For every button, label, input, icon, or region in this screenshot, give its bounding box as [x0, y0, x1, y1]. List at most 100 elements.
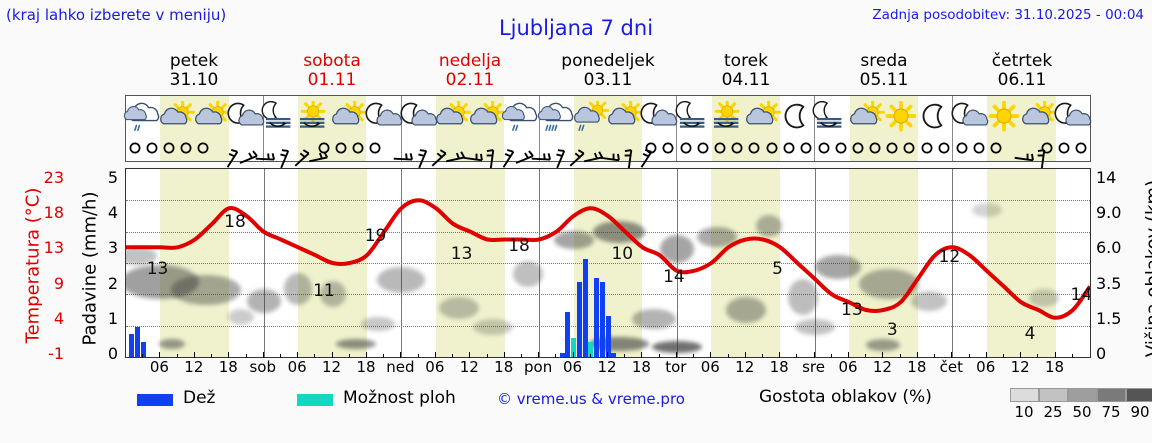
cloud-density-blob — [158, 339, 185, 349]
moon-fog-icon — [812, 97, 849, 137]
time-tick-mark-4 — [297, 352, 299, 358]
day-name: sobota — [303, 51, 361, 71]
sun-icon — [884, 97, 918, 137]
time-tick-mark-16 — [710, 352, 712, 358]
wind-calm-icon — [780, 137, 797, 159]
time-tick-label-11: pon — [524, 358, 553, 376]
day-date: 31.10 — [169, 70, 219, 90]
time-tick-minor — [314, 354, 316, 358]
sun-fog-icon — [298, 97, 332, 137]
time-tick-minor — [348, 354, 350, 358]
time-tick-label-1: 12 — [184, 358, 204, 376]
time-tick-mark-20 — [848, 352, 849, 358]
weather-icon-row — [400, 97, 539, 137]
day-icon-column-3 — [537, 96, 678, 169]
moon-cloud-icon — [365, 97, 402, 137]
wind-barb-row — [540, 137, 677, 169]
time-tick-mark-12 — [572, 352, 574, 358]
weather-icon-row — [675, 97, 814, 137]
time-tick-label-5: 12 — [322, 358, 342, 376]
time-tick-mark-25 — [1020, 352, 1022, 358]
time-tick-mark-17 — [744, 352, 746, 358]
cloud-density-value-4: 90 — [1130, 403, 1150, 421]
moon-fog-icon — [261, 97, 298, 137]
temperature-curve — [126, 198, 1090, 320]
cloud-density-blob — [866, 339, 901, 351]
day-separator-5 — [814, 169, 816, 357]
moon-cloud-icon — [951, 97, 989, 137]
wind-calm-icon — [695, 137, 712, 159]
weather-icon-row — [537, 97, 678, 137]
wind-calm-icon — [884, 137, 901, 159]
wind-barb-icon — [608, 137, 632, 169]
cloud-density-value-2: 50 — [1072, 403, 1092, 421]
time-tick-mark-6 — [366, 352, 367, 358]
wind-barb-icon — [1022, 137, 1046, 169]
sun-cloud-icon — [470, 97, 506, 137]
cloud-density-swatch-2 — [1068, 388, 1097, 402]
precipitation-bar-rain — [134, 326, 140, 357]
time-tick-label-18: 18 — [769, 358, 789, 376]
rain-swatch — [137, 394, 173, 406]
time-tick-label-22: 18 — [907, 358, 927, 376]
day-icon-column-5 — [812, 96, 954, 161]
day-icon-column-1 — [261, 96, 414, 169]
wind-calm-icon — [953, 137, 970, 159]
time-tick-label-2: 18 — [218, 358, 238, 376]
temperature-tick-2: 13 — [43, 238, 64, 258]
wind-calm-icon — [712, 137, 729, 159]
wind-calm-icon — [160, 137, 177, 159]
day-header-row: petek 31.10 sobota 01.11 nedelja 02.11 ponedel… — [125, 52, 1091, 92]
wind-calm-icon — [1039, 137, 1056, 159]
time-tick-label-8: 06 — [425, 358, 445, 376]
copyright-link[interactable]: © vreme.us & vreme.pro — [497, 390, 685, 408]
day-name: torek — [724, 51, 768, 71]
time-tick-minor — [1002, 354, 1004, 358]
wind-calm-icon — [642, 137, 659, 159]
cloud-density-blob — [126, 247, 158, 265]
temperature-axis-ticks: 23 18 13 9 4 -1 — [24, 168, 64, 363]
wind-barb-icon — [591, 137, 621, 162]
wind-barb-icon — [298, 137, 328, 163]
precipitation-bar-rain — [611, 353, 617, 357]
precipitation-tick-2: 3 — [107, 238, 118, 258]
cloud-height-tick-1: 9.0 — [1096, 203, 1122, 223]
wind-barb-icon — [212, 137, 239, 168]
cloud-density-swatch-0 — [1010, 388, 1039, 402]
wind-calm-icon — [177, 137, 194, 159]
time-tick-label-20: 06 — [838, 358, 858, 376]
time-tick-mark-13 — [607, 352, 608, 358]
day-separator-3 — [539, 169, 541, 357]
precipitation-bar-rain — [594, 278, 600, 357]
wind-barb-icon — [229, 137, 258, 164]
time-tick-minor — [865, 354, 867, 358]
day-name: nedelja — [438, 51, 502, 71]
cloud-density-value-3: 75 — [1101, 403, 1121, 421]
precipitation-tick-3: 2 — [107, 273, 118, 293]
sun-cloud-icon — [436, 97, 472, 137]
cloud-density-blob — [911, 291, 948, 311]
precipitation-bar-rain — [565, 311, 571, 357]
wind-barb-icon — [625, 137, 652, 168]
cloud-density-blob — [438, 297, 479, 319]
time-tick-minor — [727, 354, 729, 358]
location-menu-hint: (kraj lahko izberete v meniju) — [6, 6, 227, 24]
time-tick-minor — [383, 354, 385, 358]
temperature-point-label: 13 — [841, 300, 863, 321]
time-tick-minor — [245, 354, 247, 358]
precipitation-bar-rain — [582, 259, 588, 357]
cloud-density-blob — [553, 231, 594, 249]
time-tick-minor — [796, 354, 798, 358]
day-icon-column-2 — [400, 96, 552, 169]
day-name: sreda — [860, 51, 908, 71]
day-header-6: četrtek 06.11 — [953, 52, 1091, 92]
time-tick-label-26: 18 — [1045, 358, 1065, 376]
time-tick-label-14: 18 — [631, 358, 651, 376]
wind-calm-icon — [677, 137, 694, 159]
moon-fog-icon — [675, 97, 711, 137]
time-tick-minor — [1037, 354, 1039, 358]
wind-calm-icon — [126, 137, 143, 159]
wind-barb-row — [953, 137, 1090, 169]
time-tick-minor — [899, 354, 901, 358]
time-tick-label-10: 18 — [494, 358, 514, 376]
